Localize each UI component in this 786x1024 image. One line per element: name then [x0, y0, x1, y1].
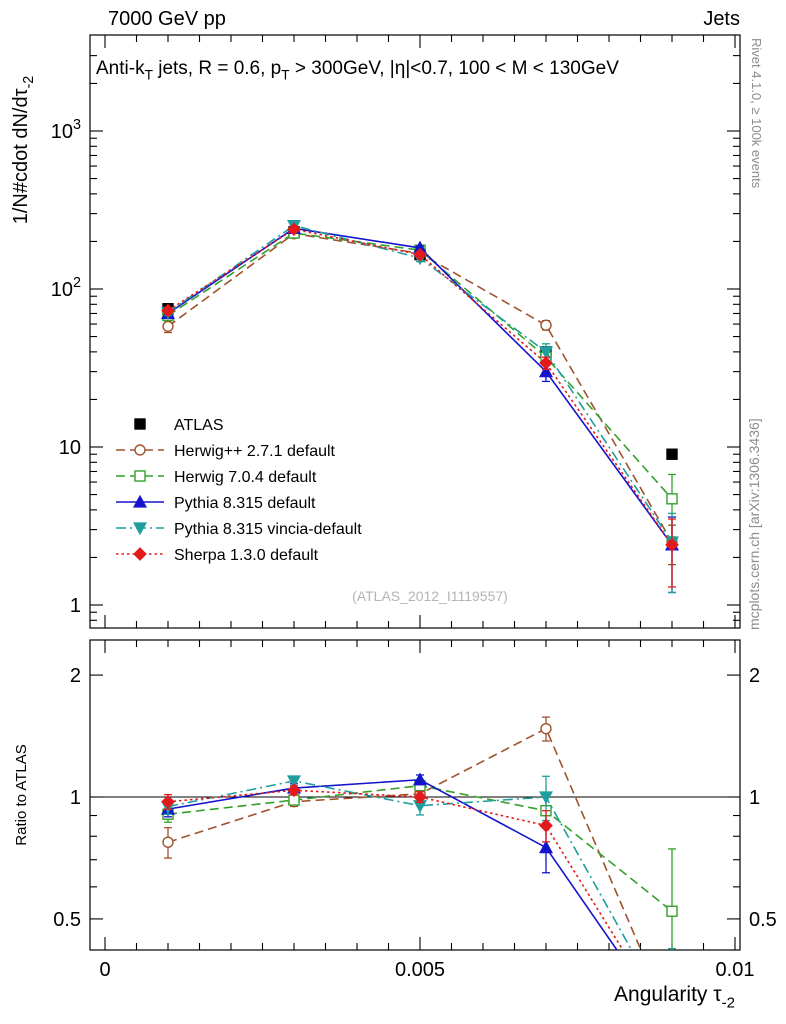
legend-item-herwig-7-0-4-default: Herwig 7.0.4 default: [116, 469, 317, 486]
square-marker: [134, 418, 146, 430]
diamond-marker: [161, 794, 175, 809]
diamond-marker: [665, 538, 679, 552]
triangle-up-marker: [538, 364, 554, 378]
main-series-sherpa-1-3-0-default: [161, 222, 679, 588]
legend-label: Pythia 8.315 default: [174, 495, 316, 512]
triangle-down-marker: [666, 1017, 678, 1024]
legend-label: ATLAS: [174, 417, 224, 434]
square-marker: [134, 470, 146, 482]
circle-marker: [540, 722, 552, 735]
main-y-tick-label: 1: [70, 595, 81, 617]
rivet-version-note: Rivet 4.1.0, ≥ 100k events: [749, 38, 764, 189]
legend-label: Herwig++ 2.7.1 default: [174, 443, 336, 460]
main-series-herwig-2-7-1-default: [162, 227, 678, 566]
diamond-marker: [287, 222, 301, 237]
triangle-down-marker: [286, 775, 302, 789]
ratio-y-axis-title: Ratio to ATLAS: [13, 744, 30, 845]
triangle-up-marker: [412, 772, 428, 786]
ratio-series-sherpa-1-3-0-default: [161, 783, 624, 950]
circle-marker: [667, 1017, 677, 1024]
diamond-marker: [539, 356, 553, 370]
legend-item-sherpa-1-3-0-default: Sherpa 1.3.0 default: [116, 547, 319, 564]
series-line: [167, 778, 618, 950]
main-panel-frame: [89, 34, 741, 629]
circle-marker: [162, 320, 174, 333]
diamond-marker: [133, 547, 147, 561]
diamond-marker: [539, 818, 553, 833]
circle-marker: [540, 319, 552, 331]
legend-item-atlas: ATLAS: [134, 417, 224, 434]
ratio-y-tick-label: 0.5: [749, 909, 777, 931]
diamond-marker: [413, 790, 427, 804]
square-marker: [666, 448, 678, 460]
square-marker: [666, 493, 678, 505]
ratio-series-pythia-8-315-vincia-default: [160, 775, 678, 1024]
ratio-panel-frame: [89, 639, 741, 951]
main-y-tick-label: 103: [51, 117, 81, 143]
mcplots-note: mcplots.cern.ch [arXiv:1306.3436]: [746, 418, 762, 630]
legend-item-herwig-2-7-1-default: Herwig++ 2.7.1 default: [116, 443, 336, 460]
ratio-y-tick-label: 0.5: [53, 909, 81, 931]
ratio-y-tick-label: 2: [749, 665, 760, 687]
legend-label: Pythia 8.315 vincia-default: [174, 521, 362, 538]
legend-label: Herwig 7.0.4 default: [174, 469, 317, 486]
diamond-marker: [161, 303, 175, 318]
series-line: [167, 232, 673, 500]
diamond-marker: [287, 783, 301, 798]
analysis-watermark: (ATLAS_2012_I1119557): [352, 588, 508, 604]
cuts-annotation: Anti-kT jets, R = 0.6, pT > 300GeV, |η|<…: [96, 58, 619, 83]
diamond-marker: [413, 247, 427, 262]
x-axis-title: Angularity τ-2: [614, 983, 735, 1011]
series-line: [167, 789, 624, 950]
main-y-tick-label: 102: [51, 275, 81, 301]
beam-energy-title: 7000 GeV pp: [108, 8, 226, 30]
triangle-up-marker: [538, 840, 554, 854]
main-series-herwig-7-0-4-default: [162, 227, 678, 538]
main-y-axis-title: 1/N#cdot dN/dτ-2: [10, 76, 37, 225]
main-y-tick-label: 10: [59, 437, 81, 459]
series-line: [167, 228, 673, 546]
triangle-down-marker: [538, 791, 554, 805]
triangle-down-marker: [538, 346, 554, 360]
square-marker: [666, 905, 678, 917]
circle-marker: [134, 444, 146, 456]
legend-label: Sherpa 1.3.0 default: [174, 547, 319, 564]
x-tick-label: 0.01: [716, 959, 755, 981]
ratio-y-tick-label: 1: [749, 787, 760, 809]
series-line: [167, 780, 633, 950]
legend-item-pythia-8-315-default: Pythia 8.315 default: [116, 494, 316, 512]
ratio-y-tick-label: 1: [70, 787, 81, 809]
axis-ticks: [90, 35, 740, 950]
triangle-up-marker: [132, 494, 148, 508]
triangle-down-marker: [132, 522, 148, 536]
circle-marker: [162, 836, 174, 848]
legend-item-pythia-8-315-vincia-default: Pythia 8.315 vincia-default: [116, 521, 362, 538]
process-title: Jets: [703, 8, 740, 30]
legend: ATLAS Herwig++ 2.7.1 default Herwig 7.0.4 …: [116, 417, 362, 564]
ratio-y-tick-label: 2: [70, 665, 81, 687]
x-tick-label: 0.005: [395, 959, 445, 981]
x-tick-label: 0: [99, 959, 110, 981]
